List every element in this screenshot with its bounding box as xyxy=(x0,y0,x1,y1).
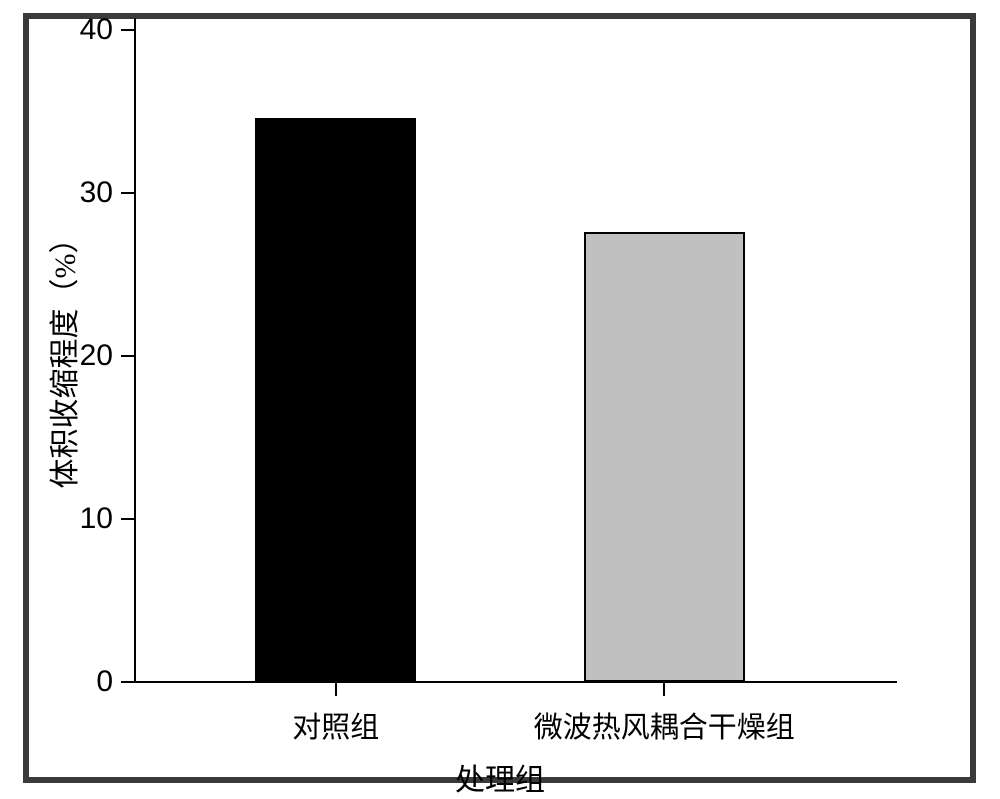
y-tick-label: 20 xyxy=(80,339,113,373)
y-tick xyxy=(121,355,135,357)
y-tick xyxy=(121,681,135,683)
y-tick xyxy=(121,518,135,520)
plot-area: 010203040 对照组微波热风耦合干燥组 xyxy=(135,30,865,682)
y-axis-label: 体积收缩程度（%） xyxy=(40,224,84,489)
bar xyxy=(255,118,416,682)
x-tick-label: 对照组 xyxy=(292,704,379,746)
y-axis-line xyxy=(134,18,136,683)
x-axis-label: 处理组 xyxy=(455,755,545,799)
y-tick-label: 10 xyxy=(80,502,113,536)
y-tick-label: 0 xyxy=(96,665,113,699)
bar-chart: 010203040 对照组微波热风耦合干燥组 xyxy=(135,30,865,682)
y-tick-label: 30 xyxy=(80,176,113,210)
x-tick-label: 微波热风耦合干燥组 xyxy=(534,704,795,746)
x-tick xyxy=(335,682,337,696)
x-tick xyxy=(663,682,665,696)
x-axis-line xyxy=(134,681,897,683)
bar xyxy=(584,232,745,682)
y-tick xyxy=(121,192,135,194)
y-tick-label: 40 xyxy=(80,13,113,47)
y-tick xyxy=(121,29,135,31)
